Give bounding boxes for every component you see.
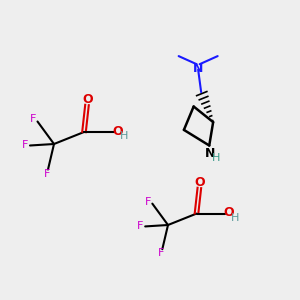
Text: F: F: [21, 140, 28, 150]
Text: O: O: [82, 93, 93, 106]
Text: N: N: [205, 146, 215, 160]
Text: O: O: [112, 125, 123, 138]
Text: H: H: [120, 131, 129, 141]
Text: F: F: [158, 248, 164, 258]
Text: F: F: [44, 169, 50, 179]
Text: F: F: [30, 114, 37, 124]
Text: H: H: [212, 153, 220, 164]
Text: F: F: [145, 196, 151, 206]
Text: H: H: [231, 213, 240, 223]
Text: O: O: [195, 176, 205, 189]
Text: N: N: [193, 61, 204, 75]
Text: F: F: [136, 221, 143, 231]
Text: O: O: [223, 206, 234, 220]
